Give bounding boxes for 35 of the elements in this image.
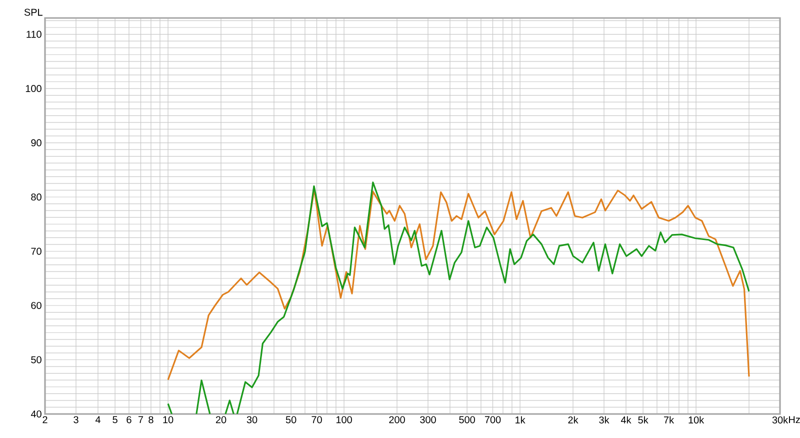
x-tick-label: 2k [568,416,578,424]
x-tick-label: 30k [772,416,788,424]
y-tick-label: 50 [31,356,42,364]
x-tick-label: 6 [126,416,132,424]
y-tick-label: 70 [31,248,42,255]
x-tick-label: 4k [620,416,632,424]
x-tick-label: 100 [336,416,352,424]
x-tick-label: 2 [42,416,48,424]
y-tick-label: 40 [30,410,42,418]
x-tick-label: 7 [138,416,144,424]
x-tick-label: 50 [286,416,296,424]
x-tick-label: 4 [95,416,100,424]
y-tick-label: 80 [31,193,42,201]
x-tick-label: 3k [599,416,610,424]
y-axis-title: SPL [24,8,42,16]
x-tick-label: 5k [638,416,648,424]
x-tick-label: 300 [420,416,436,424]
x-tick-label: 30 [246,416,258,424]
x-tick-label: 5 [112,416,118,424]
x-axis-title: Hz [789,416,800,424]
x-tick-label: 10 [163,416,174,424]
x-tick-label: 500 [459,416,475,424]
x-tick-label: 700 [484,416,501,424]
x-tick-label: 1k [516,416,526,424]
x-tick-label: 70 [312,416,322,424]
x-tick-label: 7k [664,416,674,424]
x-tick-label: 3 [74,416,78,424]
x-tick-label: 10k [688,416,704,424]
x-tick-label: 8 [148,416,154,424]
y-tick-label: 60 [31,302,42,310]
y-tick-label: 100 [26,84,42,92]
y-tick-label: 90 [31,139,42,146]
x-tick-label: 200 [389,416,405,424]
y-tick-label: 110 [26,30,42,38]
x-tick-label: 20 [216,416,226,424]
